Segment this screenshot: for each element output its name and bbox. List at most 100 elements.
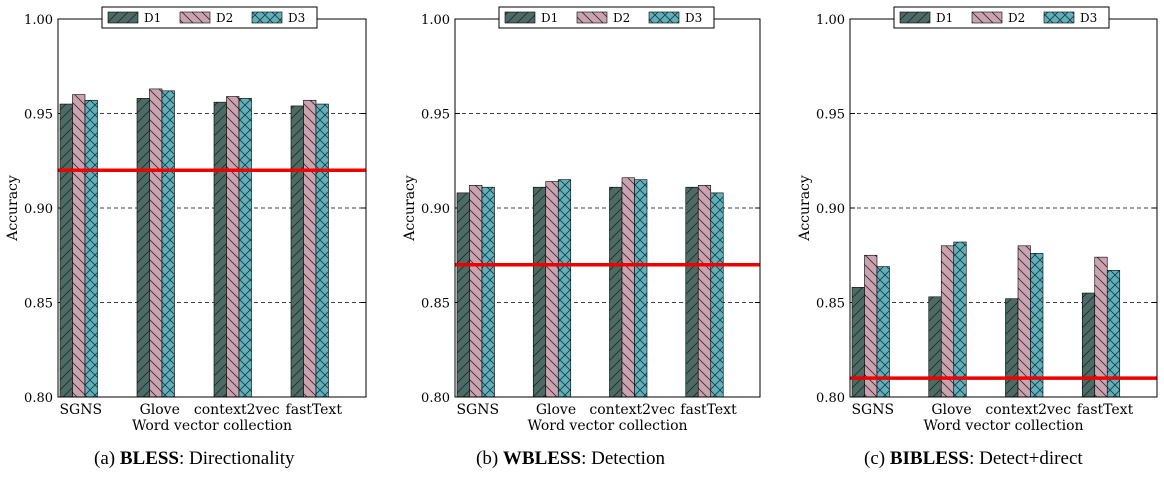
x-tick-label: SGNS xyxy=(456,402,499,418)
x-tick-label: fastText xyxy=(680,402,737,418)
bar-D1-SGNS xyxy=(59,103,73,398)
x-tick-label: Glove xyxy=(140,402,180,418)
caption-task: : Detect+direct xyxy=(969,448,1083,469)
y-axis-label: Accuracy xyxy=(5,175,21,242)
legend-label-D2: D2 xyxy=(613,11,630,25)
caption-task: : Directionality xyxy=(179,448,295,469)
bar-D3-fastText xyxy=(710,192,724,398)
caption-label: (c) xyxy=(864,448,886,469)
bar-D1-fastText xyxy=(685,186,699,398)
y-tick-label: 0.80 xyxy=(24,391,53,406)
x-axis-label: Word vector collection xyxy=(923,418,1083,434)
bar-D2-fastText xyxy=(1094,256,1108,398)
bar-D1-SGNS xyxy=(456,192,470,398)
bar-D2-context2vec xyxy=(621,177,635,398)
legend-swatch-D1 xyxy=(899,11,931,24)
x-tick-label: Glove xyxy=(931,402,971,418)
caption-dataset-name: BLESS xyxy=(119,448,179,469)
bar-D3-Glove xyxy=(161,90,175,398)
caption-dataset-name: BIBLESS xyxy=(889,448,970,469)
caption-b: (b) WBLESS: Detection xyxy=(476,448,665,470)
legend-label-D1: D1 xyxy=(541,11,558,25)
bar-D3-Glove xyxy=(557,179,572,398)
bar-D1-SGNS xyxy=(851,287,865,398)
x-tick-label: SGNS xyxy=(851,402,894,418)
y-tick-label: 0.85 xyxy=(816,297,845,312)
legend-label-D3: D3 xyxy=(1080,11,1097,25)
legend-label-D3: D3 xyxy=(685,11,702,25)
y-tick-label: 0.80 xyxy=(421,391,450,406)
y-tick-label: 0.90 xyxy=(421,202,450,217)
caption-label: (b) xyxy=(476,448,499,469)
bar-D3-SGNS xyxy=(481,186,495,398)
bar-D2-SGNS xyxy=(864,254,878,398)
caption-c: (c) BIBLESS: Detect+direct xyxy=(864,448,1083,470)
legend: D1 D2 D3 xyxy=(101,6,318,29)
legend-label-D2: D2 xyxy=(216,11,233,25)
bar-D2-SGNS xyxy=(469,185,483,398)
x-tick-label: context2vec xyxy=(194,402,280,418)
legend-label-D2: D2 xyxy=(1008,11,1025,25)
bar-D1-fastText xyxy=(1081,292,1096,398)
y-tick-label: 0.85 xyxy=(421,297,450,312)
bar-D2-context2vec xyxy=(226,96,240,398)
bar-D2-Glove xyxy=(545,181,559,398)
bar-D3-context2vec xyxy=(238,98,252,398)
bar-D2-SGNS xyxy=(72,94,86,398)
y-tick-label: 0.95 xyxy=(24,108,53,123)
x-axis-label: Word vector collection xyxy=(132,418,292,434)
bar-D3-context2vec xyxy=(1030,253,1044,398)
y-tick-label: 0.95 xyxy=(816,108,845,123)
x-tick-label: context2vec xyxy=(589,402,675,418)
chart-panel-1: 0.80 0.85 0.90 0.95 1.00 SGNS Glove context2vec… xyxy=(5,6,367,434)
x-tick-label: context2vec xyxy=(985,402,1071,418)
bar-D2-Glove xyxy=(940,245,955,398)
y-axis-label: Accuracy xyxy=(797,175,813,242)
y-tick-label: 1.00 xyxy=(816,13,845,28)
x-tick-label: Glove xyxy=(536,402,576,418)
legend-swatch-D2 xyxy=(179,11,211,24)
bar-D1-context2vec xyxy=(609,186,623,398)
legend-swatch-D2 xyxy=(576,11,608,24)
legend-swatch-D1 xyxy=(504,11,536,24)
x-axis-label: Word vector collection xyxy=(527,418,687,434)
y-tick-label: 0.90 xyxy=(816,202,845,217)
y-tick-label: 1.00 xyxy=(421,13,450,28)
bar-D3-context2vec xyxy=(634,179,648,398)
caption-a: (a) BLESS: Directionality xyxy=(94,448,295,470)
chart-panel-3: 0.80 0.85 0.90 0.95 1.00 SGNS Glove context2vec… xyxy=(797,6,1158,434)
y-tick-label: 0.85 xyxy=(24,297,53,312)
chart-panel-2: 0.80 0.85 0.90 0.95 1.00 SGNS Glove context2vec… xyxy=(402,6,761,434)
legend-label-D1: D1 xyxy=(936,11,953,25)
y-tick-label: 0.80 xyxy=(816,391,845,406)
bar-D3-SGNS xyxy=(84,99,98,398)
bar-D1-Glove xyxy=(532,186,547,398)
bar-D1-context2vec xyxy=(213,101,227,398)
legend-swatch-D3 xyxy=(1043,11,1075,24)
caption-task: : Detection xyxy=(581,448,665,469)
legend-swatch-D1 xyxy=(107,11,139,24)
bar-D1-Glove xyxy=(928,296,942,398)
y-tick-label: 0.95 xyxy=(421,108,450,123)
bar-D2-context2vec xyxy=(1017,245,1031,398)
bar-D1-Glove xyxy=(136,98,150,398)
bar-D1-fastText xyxy=(290,105,304,398)
y-tick-label: 0.90 xyxy=(24,202,53,217)
legend-swatch-D2 xyxy=(971,11,1003,24)
bar-D2-Glove xyxy=(149,88,163,398)
y-tick-label: 1.00 xyxy=(24,13,53,28)
x-tick-label: fastText xyxy=(1077,402,1134,418)
bar-D1-context2vec xyxy=(1005,298,1019,398)
x-tick-label: SGNS xyxy=(59,402,102,418)
bar-D2-fastText xyxy=(697,185,712,398)
bar-D3-Glove xyxy=(953,241,967,398)
legend-swatch-D3 xyxy=(251,11,283,24)
legend-label-D1: D1 xyxy=(144,11,161,25)
caption-dataset-name: WBLESS xyxy=(502,448,582,469)
legend: D1 D2 D3 xyxy=(498,6,715,29)
y-axis-label: Accuracy xyxy=(402,175,418,242)
legend-swatch-D3 xyxy=(648,11,680,24)
caption-label: (a) xyxy=(94,448,116,469)
legend: D1 D2 D3 xyxy=(893,6,1110,29)
